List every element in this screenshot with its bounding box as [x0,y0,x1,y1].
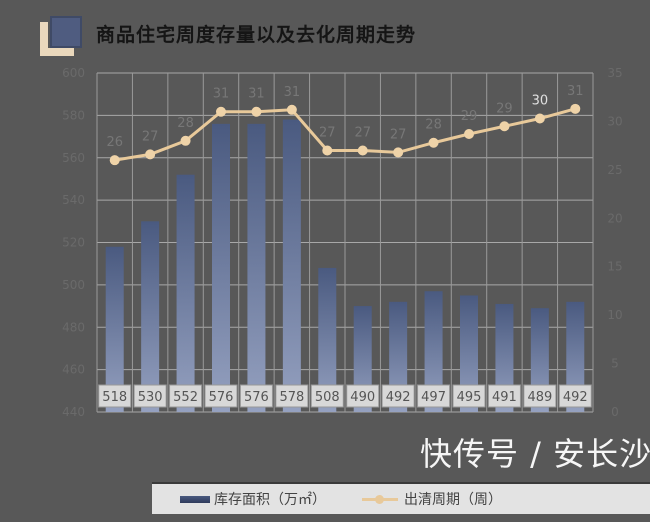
bar-label-box [523,384,557,408]
line-value-label: 29 [461,109,478,124]
y-left-tick: 480 [62,320,85,334]
line-point [322,145,333,156]
line-value-label: 31 [284,85,301,100]
bar-value-label: 489 [527,390,552,405]
line-point [251,106,262,117]
line-value-label: 31 [213,87,230,102]
chart-title: 商品住宅周度存量以及去化周期走势 [96,24,417,46]
legend: 库存面积（万㎡） 出清周期（周） [152,482,650,514]
line-point [428,137,439,148]
chart: 440 460 480 500 520 540 560 580 600 0 5 10 15 20 25 30 3… [62,66,623,419]
bar-value-label: 491 [492,390,517,405]
line-point [570,103,581,114]
bar [460,295,478,412]
y-right-tick: 35 [607,66,622,80]
line-point [180,135,191,146]
line-value-label: 28 [425,118,442,133]
legend-label: 出清周期（周） [404,492,502,508]
y-left-tick: 520 [62,236,85,250]
bar-label-box [487,384,521,408]
line-value-label: 27 [319,125,336,140]
line-value-label: 27 [142,129,159,144]
line-value-label: 28 [177,116,194,131]
bar [247,123,266,412]
bar [176,174,195,412]
y-left-tick: 600 [62,66,85,80]
y-left-tick: 560 [62,151,85,165]
line-value-label: 30 [532,94,549,109]
legend-label: 库存面积（万㎡） [214,492,326,508]
line-series [114,107,576,162]
bar-value-label: 530 [138,390,163,405]
bar-label-box [169,384,203,408]
bar-label-box [558,384,592,408]
y-left-tick: 460 [62,363,85,377]
bar [141,221,160,412]
line-point [357,145,368,156]
bar-value-label: 576 [244,390,269,405]
bar [105,246,124,412]
y-left-tick: 440 [62,405,85,419]
bar [318,267,337,412]
bar-value-label: 490 [350,390,375,405]
bar [389,301,408,412]
line-point [145,149,156,160]
line-point [534,113,545,124]
bar-value-label: 518 [102,390,127,405]
bar-label-box [381,384,415,408]
bar-value-label: 552 [173,390,198,405]
bar-label-box [346,384,380,408]
bar-label-box [417,384,451,408]
line-point [499,121,510,132]
title-decoration-icon [40,16,86,56]
bar-label-box [239,384,273,408]
line-point [216,106,226,117]
bar-label-box [310,384,344,408]
legend-item-inventory: 库存面积（万㎡） [180,489,326,509]
y-right-tick: 20 [607,211,622,225]
watermark: 快传号 / 安长沙 [420,435,650,473]
line-swatch-icon [362,494,398,504]
bar [212,123,230,412]
bar-value-label: 497 [421,390,446,405]
bar-label-box [98,384,132,408]
bar-value-label: 576 [209,390,234,405]
bar-label-box [133,384,167,408]
bar-swatch-icon [180,495,210,503]
line-value-label: 27 [354,125,371,140]
line-value-label: 26 [106,135,123,150]
line-value-label: 31 [248,87,265,102]
bar-value-label: 508 [315,390,340,405]
line-point [464,129,474,140]
y-left-tick: 500 [62,278,85,292]
y-left-tick: 540 [62,193,85,207]
bar [566,301,585,412]
y-right-tick: 30 [607,114,622,128]
y-right-tick: 0 [611,405,619,419]
y-right-tick: 10 [607,308,622,322]
bar [282,119,301,413]
y-right-tick: 25 [607,163,622,177]
bar [424,291,443,412]
line-value-label: 31 [567,84,584,99]
bar-value-label: 578 [279,390,304,405]
line-point [286,104,297,115]
bar-value-label: 492 [386,390,411,405]
bar-label-box [452,384,486,408]
bar-value-label: 495 [457,390,482,405]
line-point [109,155,120,166]
bar-label-box [275,384,309,408]
y-left-tick: 580 [62,108,85,122]
legend-item-cycle: 出清周期（周） [362,489,502,509]
line-point [393,147,404,158]
y-right-tick: 5 [611,357,619,371]
y-right-tick: 15 [607,260,622,274]
bar-label-box [204,384,238,408]
line-value-label: 29 [496,101,513,116]
line-value-label: 27 [390,127,407,142]
bar-value-label: 492 [563,390,588,405]
